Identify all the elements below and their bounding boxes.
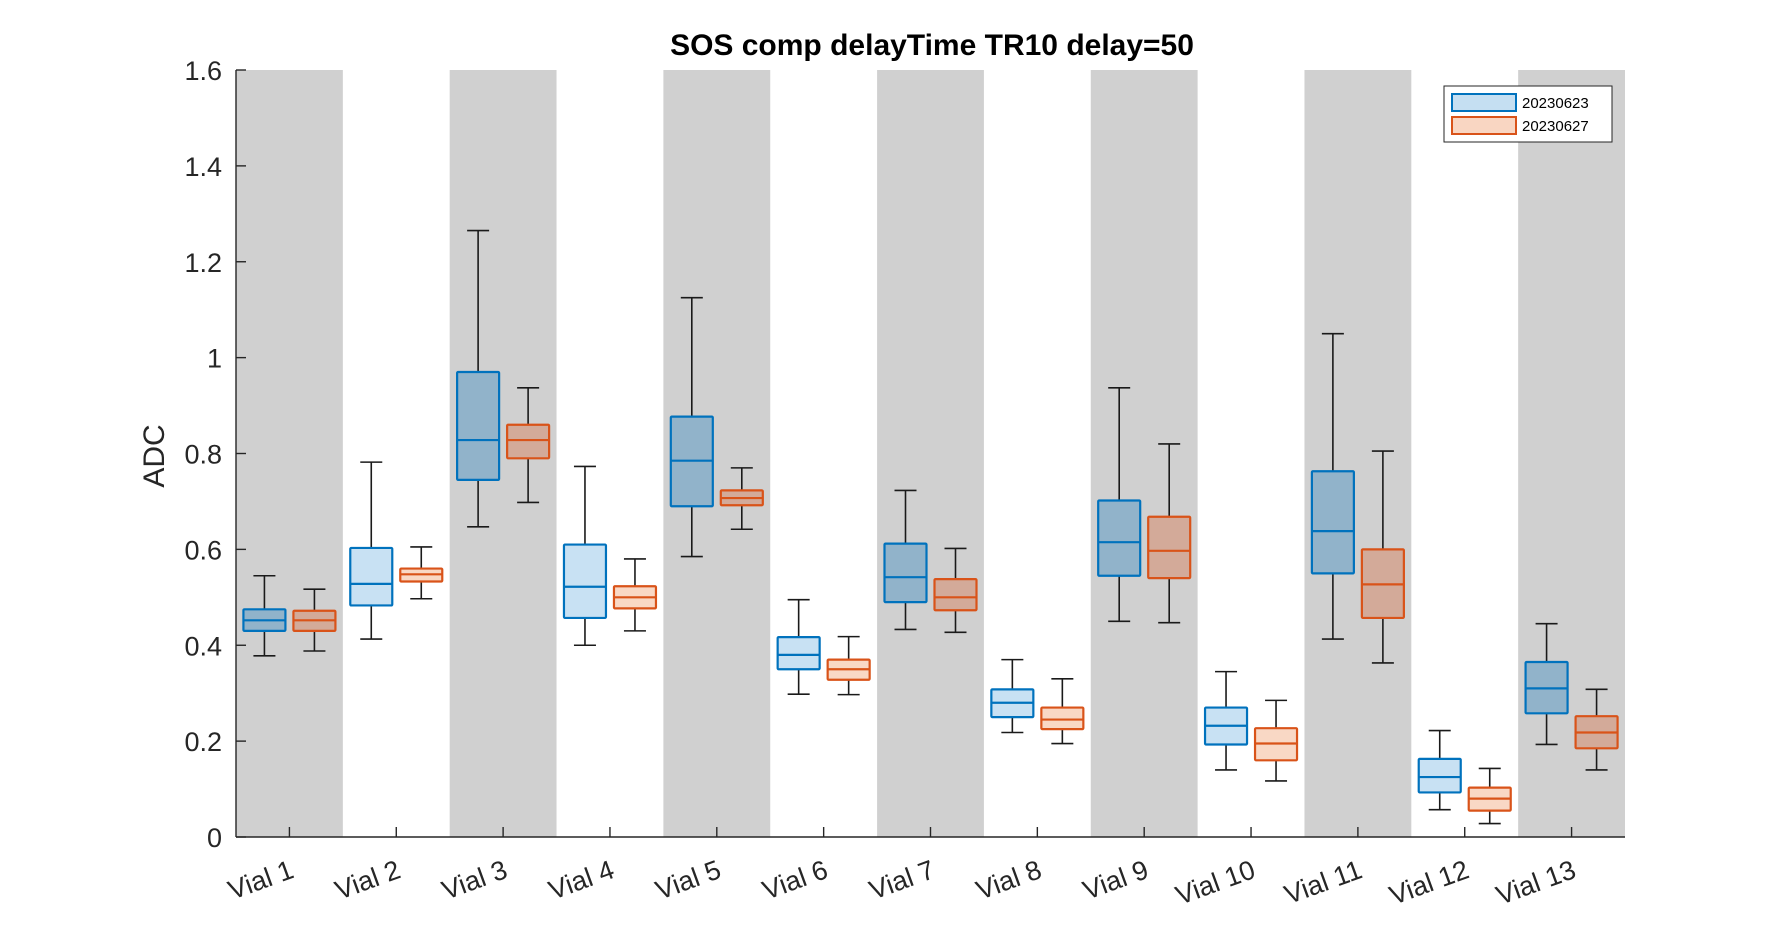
box-20230627-vial-1 — [292, 588, 337, 652]
y-tick-label: 0.4 — [184, 631, 222, 661]
box-body — [933, 577, 978, 612]
y-tick-label: 1.2 — [184, 248, 222, 278]
box-20230623-vial-5 — [669, 296, 714, 558]
box-20230623-vial-6 — [776, 598, 821, 695]
box-20230627-vial-10 — [1253, 699, 1299, 782]
shaded-bands — [236, 70, 1625, 837]
box-20230627-vial-13 — [1574, 688, 1619, 771]
box-20230623-vial-4 — [562, 465, 608, 647]
box-20230627-vial-6 — [826, 635, 871, 696]
box-body — [1097, 499, 1142, 577]
box-20230623-vial-11 — [1310, 332, 1355, 640]
shaded-band-vial-7 — [877, 70, 984, 837]
y-tick-label: 1 — [207, 344, 222, 374]
box-20230627-vial-2 — [399, 546, 444, 600]
y-tick-label: 0.8 — [184, 440, 222, 470]
box-body — [349, 546, 394, 607]
legend[interactable]: 20230623 20230627 — [1443, 85, 1613, 143]
y-tick-label: 1.4 — [184, 152, 222, 182]
chart-title: SOS comp delayTime TR10 delay=50 — [670, 29, 1194, 62]
legend-item-20230623: 20230623 — [1451, 93, 1589, 112]
y-tick-label: 1.6 — [184, 56, 222, 86]
shaded-band-vial-13 — [1518, 70, 1625, 837]
y-tick-label: 0 — [207, 823, 222, 853]
box-20230623-vial-7 — [883, 489, 928, 631]
legend-label: 20230623 — [1522, 95, 1589, 112]
legend-swatch — [1451, 93, 1517, 112]
box-20230627-vial-12 — [1467, 767, 1512, 825]
box-body — [883, 542, 928, 604]
shaded-band-vial-3 — [449, 70, 557, 837]
box-20230623-vial-3 — [456, 229, 501, 528]
box-body — [1417, 757, 1462, 794]
y-tick-label: 0.2 — [184, 727, 222, 757]
box-20230627-vial-4 — [612, 558, 658, 632]
box-20230623-vial-12 — [1417, 729, 1462, 811]
legend-item-20230627: 20230627 — [1451, 116, 1589, 135]
box-20230627-vial-5 — [719, 467, 764, 531]
box-20230623-vial-1 — [242, 574, 287, 657]
box-20230627-vial-9 — [1147, 443, 1192, 624]
box-20230627-vial-3 — [506, 387, 551, 504]
box-20230627-vial-7 — [933, 547, 978, 634]
box-20230623-vial-8 — [990, 658, 1035, 734]
legend-label: 20230627 — [1522, 118, 1589, 135]
box-body — [776, 636, 821, 671]
box-20230627-vial-8 — [1040, 678, 1085, 745]
box-body — [456, 370, 501, 481]
legend-swatch — [1451, 116, 1517, 135]
shaded-band-vial-1 — [236, 70, 343, 837]
y-axis-label: ADC — [138, 424, 171, 487]
box-body — [562, 543, 608, 620]
box-body — [1310, 470, 1355, 575]
shaded-band-vial-11 — [1304, 70, 1412, 837]
box-body — [1040, 706, 1085, 731]
shaded-band-vial-5 — [663, 70, 771, 837]
y-tick-label: 0.6 — [184, 535, 222, 565]
shaded-band-vial-9 — [1090, 70, 1198, 837]
box-20230623-vial-2 — [349, 461, 394, 640]
box-20230623-vial-10 — [1203, 670, 1249, 771]
box-plot-boxes — [242, 229, 1619, 825]
box-body — [1147, 515, 1192, 580]
box-20230623-vial-13 — [1524, 622, 1569, 746]
box-body — [506, 423, 551, 460]
box-20230623-vial-9 — [1097, 387, 1142, 623]
box-20230627-vial-11 — [1360, 450, 1405, 664]
